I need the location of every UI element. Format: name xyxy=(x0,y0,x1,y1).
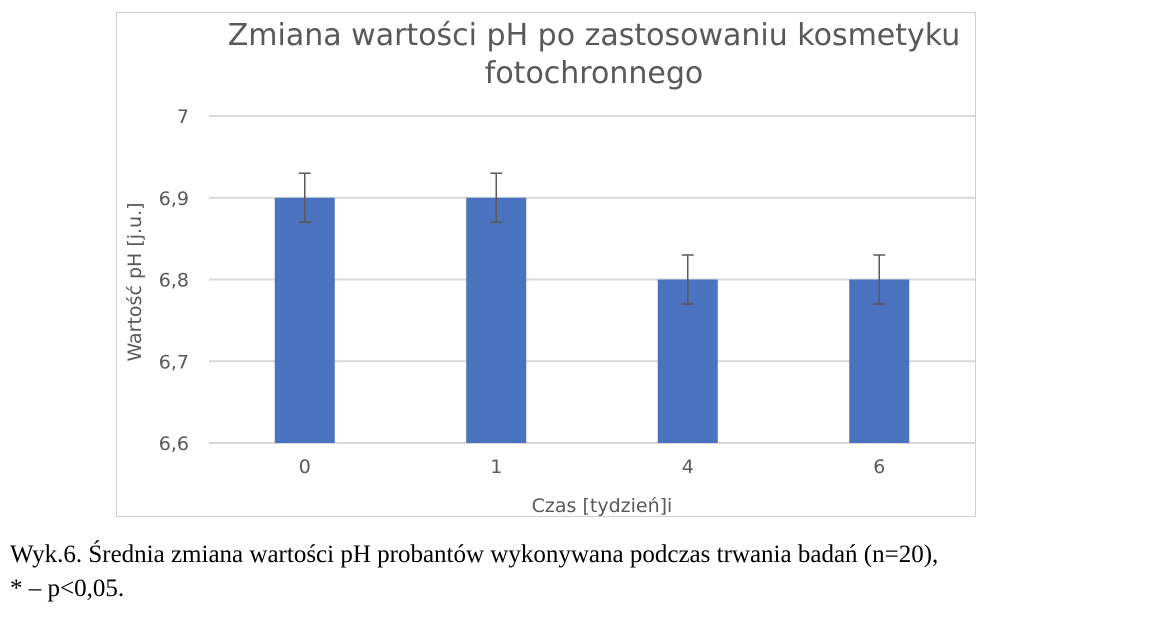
y-axis-label: Wartość pH [j.u.] xyxy=(124,202,146,361)
y-tick-label: 6,8 xyxy=(159,270,189,292)
x-tick-label: 0 xyxy=(299,456,311,478)
error-bars xyxy=(298,172,886,305)
bar xyxy=(466,197,527,443)
y-tick-label: 6,9 xyxy=(159,188,189,210)
caption-line-1: Wyk.6. Średnia zmiana wartości pH proban… xyxy=(10,541,939,568)
x-tick-label: 4 xyxy=(682,456,694,478)
bar xyxy=(657,279,718,443)
y-tick-label: 6,7 xyxy=(159,351,189,373)
figure-caption: Wyk.6. Średnia zmiana wartości pH proban… xyxy=(10,538,1150,606)
x-tick-labels: 0 1 4 6 xyxy=(299,456,886,478)
y-tick-labels: 6,6 6,7 6,8 6,9 7 xyxy=(159,106,189,455)
caption-line-2: * – p<0,05. xyxy=(10,575,125,602)
y-tick-label: 7 xyxy=(177,106,189,128)
grid-layer xyxy=(209,115,975,444)
bar xyxy=(849,279,910,443)
bars xyxy=(274,197,910,443)
x-tick-label: 1 xyxy=(490,456,502,478)
bar xyxy=(274,197,335,443)
y-tick-label: 6,6 xyxy=(159,433,189,455)
chart-title-line-2: fotochronnego xyxy=(485,56,703,91)
x-tick-label: 6 xyxy=(873,456,885,478)
chart-title-line-1: Zmiana wartości pH po zastosowaniu kosme… xyxy=(228,18,961,53)
x-axis-label: Czas [tydzień]i xyxy=(532,495,673,516)
chart-svg: Zmiana wartości pH po zastosowaniu kosme… xyxy=(124,18,975,516)
chart-frame: Zmiana wartości pH po zastosowaniu kosme… xyxy=(116,12,976,517)
